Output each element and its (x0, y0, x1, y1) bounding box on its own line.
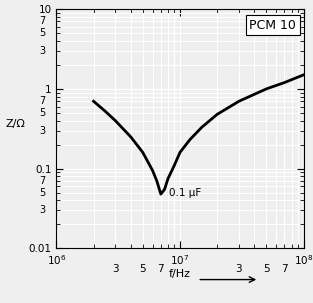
Text: 3: 3 (39, 46, 45, 56)
Text: 5: 5 (39, 188, 45, 198)
Text: 3: 3 (236, 264, 242, 274)
X-axis label: f/Hz: f/Hz (169, 268, 191, 278)
Text: 7: 7 (39, 176, 45, 186)
Text: 7: 7 (39, 16, 45, 26)
Text: PCM 10: PCM 10 (249, 19, 296, 32)
Text: 5: 5 (140, 264, 146, 274)
Text: 3: 3 (39, 126, 45, 136)
Text: 5: 5 (263, 264, 270, 274)
Text: 3: 3 (112, 264, 119, 274)
Text: 5: 5 (39, 28, 45, 38)
Text: 0.1 μF: 0.1 μF (169, 188, 202, 198)
Text: 7: 7 (39, 96, 45, 106)
Text: 7: 7 (157, 264, 164, 274)
Y-axis label: Z/Ω: Z/Ω (6, 119, 26, 129)
Text: 5: 5 (39, 108, 45, 118)
Text: 3: 3 (39, 205, 45, 215)
Text: 7: 7 (281, 264, 288, 274)
